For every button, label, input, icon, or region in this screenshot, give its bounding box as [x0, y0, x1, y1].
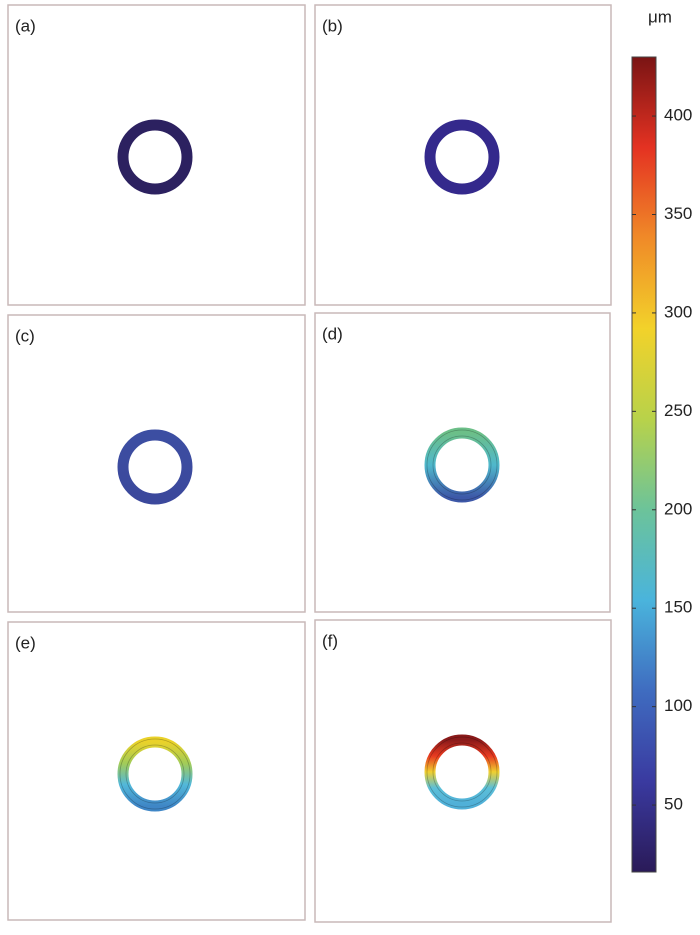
colorbar-tick-label: 50: [664, 795, 683, 814]
colorbar-tick-label: 350: [664, 204, 692, 223]
panel-frame: [7, 314, 306, 613]
panel-label: (f): [322, 631, 338, 650]
ring: [424, 734, 500, 810]
colorbar-tick-label: 200: [664, 499, 692, 518]
colorbar-tick-label: 100: [664, 696, 692, 715]
ring: [117, 119, 193, 195]
panel-label: (a): [15, 16, 36, 35]
panel-frame: [314, 4, 612, 306]
ring-contour: [432, 435, 492, 495]
ring: [424, 119, 500, 195]
panel-label: (c): [15, 326, 35, 345]
ring: [117, 429, 193, 505]
colorbar: [631, 56, 657, 873]
panel-frame: [314, 312, 611, 613]
ring: [424, 427, 500, 503]
colorbar-tick-label: 250: [664, 401, 692, 420]
ring-contour: [426, 736, 498, 808]
panel-label: (d): [322, 324, 343, 343]
colorbar-tick-label: 300: [664, 302, 692, 321]
panel-frame: [314, 619, 612, 923]
ring: [117, 736, 193, 812]
colorbar-unit: μm: [648, 7, 672, 26]
ring-contour: [119, 738, 191, 810]
colorbar-tick-label: 400: [664, 106, 692, 125]
panel-label: (e): [15, 633, 36, 652]
panel-frame: [7, 621, 306, 921]
panel-label: (b): [322, 16, 343, 35]
ring-contour: [426, 429, 498, 501]
colorbar-tick-label: 150: [664, 598, 692, 617]
ring-contour: [432, 742, 492, 802]
ring-contour: [125, 744, 185, 804]
panel-frame: [7, 4, 306, 306]
